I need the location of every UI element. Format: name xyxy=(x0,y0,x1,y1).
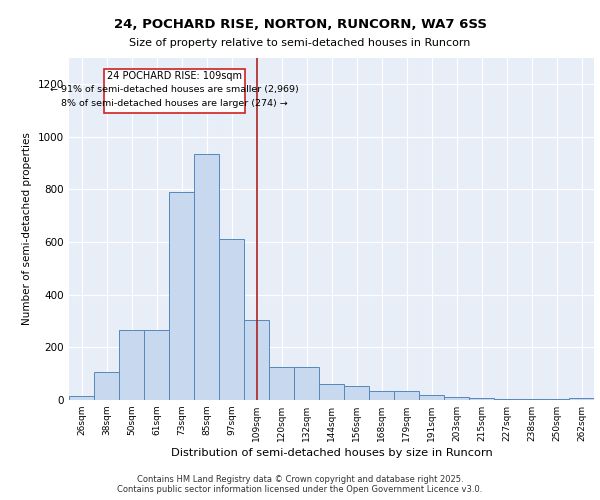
Bar xyxy=(119,330,144,400)
Bar xyxy=(469,398,494,400)
Text: Contains HM Land Registry data © Crown copyright and database right 2025.
Contai: Contains HM Land Registry data © Crown c… xyxy=(118,474,482,494)
Bar xyxy=(219,240,244,400)
X-axis label: Distribution of semi-detached houses by size in Runcorn: Distribution of semi-detached houses by … xyxy=(170,448,493,458)
Bar xyxy=(444,397,469,400)
Bar xyxy=(144,330,169,400)
Bar xyxy=(269,367,294,400)
Bar xyxy=(519,399,544,400)
Text: 24 POCHARD RISE: 109sqm: 24 POCHARD RISE: 109sqm xyxy=(107,72,242,82)
Bar xyxy=(94,372,119,400)
Text: Size of property relative to semi-detached houses in Runcorn: Size of property relative to semi-detach… xyxy=(130,38,470,48)
Text: 24, POCHARD RISE, NORTON, RUNCORN, WA7 6SS: 24, POCHARD RISE, NORTON, RUNCORN, WA7 6… xyxy=(113,18,487,30)
Bar xyxy=(419,394,444,400)
Bar xyxy=(169,192,194,400)
FancyBboxPatch shape xyxy=(104,70,245,113)
Bar xyxy=(494,398,519,400)
Bar xyxy=(294,367,319,400)
Bar xyxy=(244,320,269,400)
Bar xyxy=(319,384,344,400)
Bar xyxy=(394,391,419,400)
Bar xyxy=(369,391,394,400)
Bar xyxy=(344,386,369,400)
Bar xyxy=(569,398,594,400)
Bar xyxy=(194,154,219,400)
Bar xyxy=(69,396,94,400)
Y-axis label: Number of semi-detached properties: Number of semi-detached properties xyxy=(22,132,32,325)
Text: 8% of semi-detached houses are larger (274) →: 8% of semi-detached houses are larger (2… xyxy=(61,98,288,108)
Text: ← 91% of semi-detached houses are smaller (2,969): ← 91% of semi-detached houses are smalle… xyxy=(50,85,299,94)
